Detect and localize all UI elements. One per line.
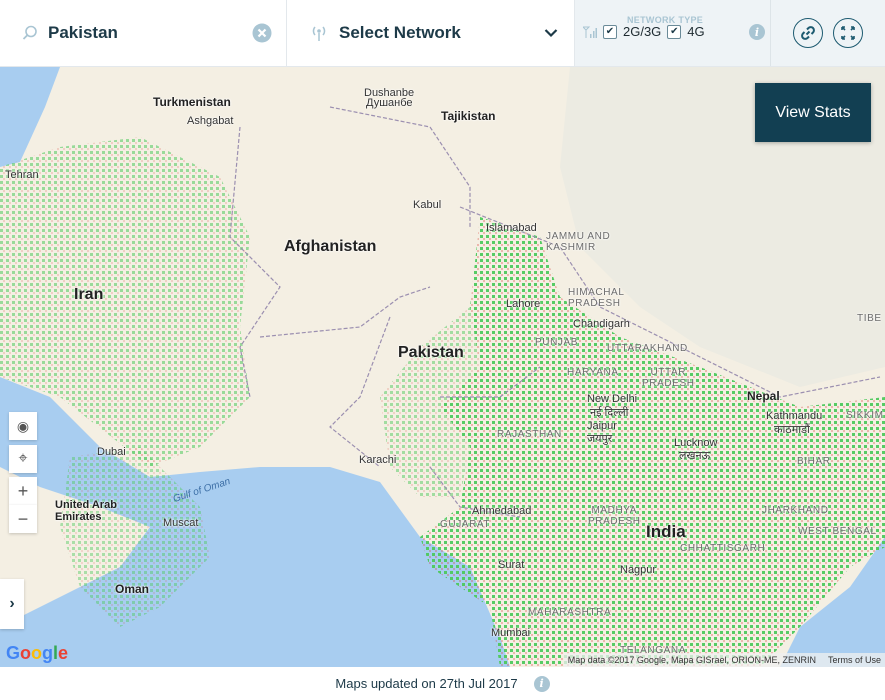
- coverage-pakistan: [380, 307, 480, 497]
- search-input[interactable]: Pakistan: [48, 23, 118, 42]
- zoom-out-button[interactable]: −: [9, 505, 37, 533]
- caspian-sea: [0, 67, 60, 167]
- label-iran: Iran: [74, 286, 104, 303]
- plus-icon: +: [17, 480, 29, 501]
- chevron-down-icon: [544, 29, 558, 38]
- label-lucknow: Lucknow: [674, 437, 718, 449]
- option-4g-label: 4G: [687, 24, 705, 39]
- label-surat: Surat: [498, 559, 525, 571]
- google-logo: Google: [6, 643, 69, 663]
- chevron-right-icon: ›: [9, 595, 15, 612]
- expand-panel-button[interactable]: ›: [0, 579, 24, 629]
- fullscreen-button[interactable]: [833, 18, 863, 48]
- option-2g3g-label: 2G/3G: [623, 24, 662, 39]
- label-maharashtra: MAHARASHTRA: [528, 607, 612, 618]
- label-himachal: HIMACHAL PRADESH: [568, 287, 625, 309]
- label-bihar: BIHAR: [797, 456, 831, 467]
- checkbox-2g3g[interactable]: ✔: [603, 24, 617, 39]
- label-ashgabat: Ashgabat: [187, 115, 234, 127]
- label-uttar-pradesh: UTTAR PRADESH: [642, 367, 695, 389]
- label-punjab: PUNJAB: [535, 337, 579, 348]
- label-dushanbe: Dushanbe: [364, 87, 415, 99]
- crosshair-icon: ⌖: [18, 450, 28, 467]
- label-lahore: Lahore: [506, 298, 541, 310]
- coverage-iran: [0, 137, 250, 467]
- clear-icon[interactable]: [252, 23, 272, 43]
- label-mumbai: Mumbai: [491, 627, 531, 639]
- coverage-map[interactable]: Turkmenistan Tajikistan Afghanistan Iran…: [0, 67, 885, 667]
- label-uttarakhand: UTTARAKHAND: [607, 343, 688, 354]
- attribution-text: Map data ©2017 Google, Mapa GISrael, ORI…: [567, 655, 816, 665]
- label-gujarat: GUJARAT: [440, 519, 491, 530]
- himalaya: [560, 67, 885, 387]
- label-india: India: [646, 522, 686, 541]
- antenna-icon: [312, 26, 326, 41]
- locate-button[interactable]: ⌖: [9, 445, 37, 473]
- top-bar: Pakistan Select Network NETWORK TYPE ✔ 2…: [0, 0, 885, 67]
- label-west-bengal: WEST BENGAL: [798, 526, 877, 537]
- signal-icon: [583, 26, 597, 38]
- bay-of-bengal: [780, 537, 885, 667]
- label-turkmenistan: Turkmenistan: [153, 95, 231, 109]
- label-tibet: TIBE: [857, 313, 882, 324]
- label-sikkim: SIKKIM: [846, 410, 884, 421]
- info-icon[interactable]: i: [749, 24, 765, 40]
- footer-info-icon[interactable]: i: [533, 675, 550, 692]
- label-kathmandu: Kathmandu: [766, 410, 823, 422]
- map-attribution: Map data ©2017 Google, Mapa GISrael, ORI…: [563, 653, 885, 667]
- view-stats-button[interactable]: View Stats: [755, 83, 871, 142]
- label-jammu-kashmir: JAMMU AND KASHMIR: [546, 231, 611, 253]
- maps-updated-text: Maps updated on 27th Jul 2017: [335, 676, 518, 691]
- label-muscat: Muscat: [163, 517, 199, 529]
- label-oman: Oman: [115, 582, 150, 596]
- search-icon: [22, 25, 37, 40]
- action-buttons: [771, 0, 885, 66]
- label-haryana: HARYANA: [567, 367, 619, 378]
- search-box[interactable]: Pakistan: [0, 0, 287, 66]
- checkbox-4g[interactable]: ✔: [667, 24, 682, 39]
- label-islamabad: Islamabad: [486, 222, 537, 234]
- label-rajasthan: RAJASTHAN: [497, 429, 562, 440]
- label-uae: United Arab Emirates: [55, 499, 117, 523]
- coverage-oman: [60, 447, 210, 627]
- network-select-label: Select Network: [339, 23, 461, 42]
- label-chandigarh: Chandigarh: [573, 318, 630, 330]
- network-type-panel: NETWORK TYPE ✔ 2G/3G ✔ 4G i: [575, 0, 771, 66]
- label-dubai: Dubai: [97, 446, 126, 458]
- label-lucknow-hindi: लखनऊ: [679, 450, 711, 462]
- label-jharkhand: JHARKHAND: [762, 505, 829, 516]
- visibility-button[interactable]: ◉: [9, 412, 37, 440]
- link-icon: [801, 26, 815, 40]
- network-type-title: NETWORK TYPE: [627, 15, 704, 25]
- terms-link[interactable]: Terms of Use: [827, 655, 881, 665]
- label-kathmandu-nepali: काठमाडौं: [774, 424, 810, 436]
- link-button[interactable]: [793, 18, 823, 48]
- label-new-delhi: New Delhi: [587, 393, 638, 405]
- label-new-delhi-hindi: नई दिल्ली: [590, 407, 629, 419]
- label-kabul: Kabul: [413, 199, 442, 211]
- borders: [229, 106, 881, 518]
- fullscreen-icon: [841, 26, 855, 40]
- map-canvas: [0, 67, 885, 667]
- network-select[interactable]: Select Network: [287, 0, 575, 66]
- label-jaipur-hindi: जयपुर: [587, 433, 613, 445]
- label-dushanbe-cyrillic: Душанбе: [366, 97, 413, 109]
- label-tehran: Tehran: [5, 169, 39, 181]
- label-tajikistan: Tajikistan: [441, 109, 496, 123]
- label-nagpur: Nagpur: [620, 564, 657, 576]
- label-nepal: Nepal: [747, 389, 780, 403]
- zoom-in-button[interactable]: +: [9, 477, 37, 505]
- label-pakistan: Pakistan: [398, 344, 464, 361]
- label-jaipur: Jaipur: [587, 420, 617, 432]
- label-telangana: TELANGANA: [620, 645, 686, 656]
- label-chhattisgarh: CHHATTISGARH: [680, 543, 766, 554]
- label-ahmedabad: Ahmedabad: [472, 505, 532, 517]
- coverage-india: [420, 217, 885, 667]
- label-afghanistan: Afghanistan: [284, 238, 377, 255]
- footer: Maps updated on 27th Jul 2017 i: [0, 667, 885, 700]
- minus-icon: −: [17, 508, 29, 529]
- label-karachi: Karachi: [359, 454, 397, 466]
- eye-icon: ◉: [16, 417, 30, 434]
- label-madhya-pradesh: MADHYA PRADESH: [588, 505, 641, 527]
